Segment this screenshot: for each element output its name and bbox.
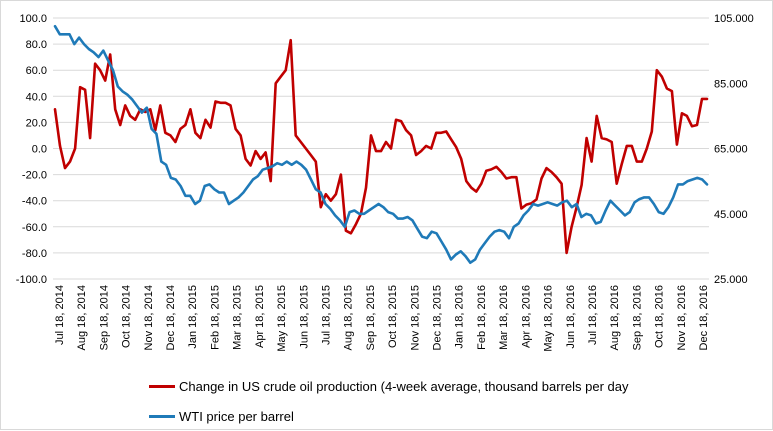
- legend-label-production: Change in US crude oil production (4-wee…: [179, 378, 629, 394]
- legend-label-wti: WTI price per barrel: [179, 408, 294, 424]
- legend: Change in US crude oil production (4-wee…: [149, 371, 709, 431]
- x-axis-tick-label: Sep 18, 2015: [365, 285, 377, 350]
- left-axis-tick-label: 20.0: [26, 117, 47, 129]
- x-axis-tick-label: May 18, 2016: [543, 285, 555, 352]
- x-axis-tick-label: Sep 18, 2016: [631, 285, 643, 350]
- x-axis-tick-label: Nov 18, 2016: [676, 285, 688, 350]
- right-axis-tick-label: 65.000: [714, 144, 748, 156]
- x-axis-tick-label: Feb 18, 2016: [476, 285, 488, 350]
- right-axis-tick-labels: 105.000 85.000 65.000 45.000 25.000: [714, 13, 754, 286]
- left-axis-tick-label: 40.0: [26, 91, 47, 103]
- x-axis-tick-label: Oct 18, 2016: [654, 285, 666, 348]
- legend-swatch-wti: [149, 414, 175, 418]
- x-axis-tick-label: Aug 18, 2016: [609, 285, 621, 350]
- left-axis-tick-label: 0.0: [32, 144, 47, 156]
- left-axis-tick-label: -80.0: [22, 248, 47, 260]
- legend-item-production: Change in US crude oil production (4-wee…: [149, 371, 709, 401]
- x-axis-tick-label: Jul 18, 2014: [54, 285, 66, 345]
- x-axis-tick-label: Aug 18, 2015: [343, 285, 355, 350]
- right-axis-tick-label: 45.000: [714, 209, 748, 221]
- x-axis-tick-label: Feb 18, 2015: [209, 285, 221, 350]
- x-axis-tick-label: Jun 18, 2016: [565, 285, 577, 349]
- left-axis-tick-label: 60.0: [26, 65, 47, 77]
- x-axis-tick-label: Sep 18, 2014: [98, 285, 110, 350]
- right-axis-tick-label: 85.000: [714, 78, 748, 90]
- x-axis-tick-label: Dec 18, 2014: [165, 285, 177, 350]
- legend-item-wti: WTI price per barrel: [149, 401, 709, 431]
- series-lines: [53, 24, 709, 265]
- series-line-production: [53, 38, 709, 255]
- x-axis-tick-label: Dec 18, 2015: [432, 285, 444, 350]
- series-line-wti: [53, 24, 709, 265]
- left-axis-tick-label: -100.0: [16, 274, 47, 286]
- right-axis-tick-label: 25.000: [714, 274, 748, 286]
- left-axis-tick-label: -60.0: [22, 222, 47, 234]
- left-axis-tick-label: -20.0: [22, 170, 47, 182]
- x-axis-tick-label: Nov 18, 2015: [409, 285, 421, 350]
- x-axis-tick-label: Jan 18, 2016: [454, 285, 466, 349]
- x-axis-tick-label: Mar 18, 2015: [232, 285, 244, 350]
- x-axis-tick-label: Oct 18, 2014: [121, 285, 133, 348]
- right-axis-tick-label: 105.000: [714, 13, 754, 25]
- x-axis-tick-label: Jun 18, 2015: [298, 285, 310, 349]
- left-axis-tick-labels: 100.0 80.0 60.0 40.0 20.0 0.0 -20.0 -40.0 -60.0 -…: [16, 13, 47, 286]
- x-axis-tick-label: Nov 18, 2014: [143, 285, 155, 350]
- left-axis-tick-label: 80.0: [26, 39, 47, 51]
- x-axis-tick-label: Apr 18, 2016: [520, 285, 532, 348]
- x-axis-tick-labels: Jul 18, 2014 Aug 18, 2014 Sep 18, 2014 Oct …: [54, 285, 710, 352]
- x-axis-tick-label: May 18, 2015: [276, 285, 288, 352]
- x-axis-tick-label: Aug 18, 2014: [76, 285, 88, 350]
- x-axis-tick-label: Dec 18, 2016: [698, 285, 710, 350]
- x-axis-tick-label: Oct 18, 2015: [387, 285, 399, 348]
- legend-swatch-production: [149, 384, 175, 388]
- x-axis-tick-label: Mar 18, 2016: [498, 285, 510, 350]
- x-axis-tick-label: Jul 18, 2015: [320, 285, 332, 345]
- x-axis-tick-label: Apr 18, 2015: [254, 285, 266, 348]
- x-axis-tick-label: Jul 18, 2016: [587, 285, 599, 345]
- x-axis-tick-label: Jan 18, 2015: [187, 285, 199, 349]
- left-axis-tick-label: -40.0: [22, 196, 47, 208]
- left-axis-tick-label: 100.0: [19, 13, 47, 25]
